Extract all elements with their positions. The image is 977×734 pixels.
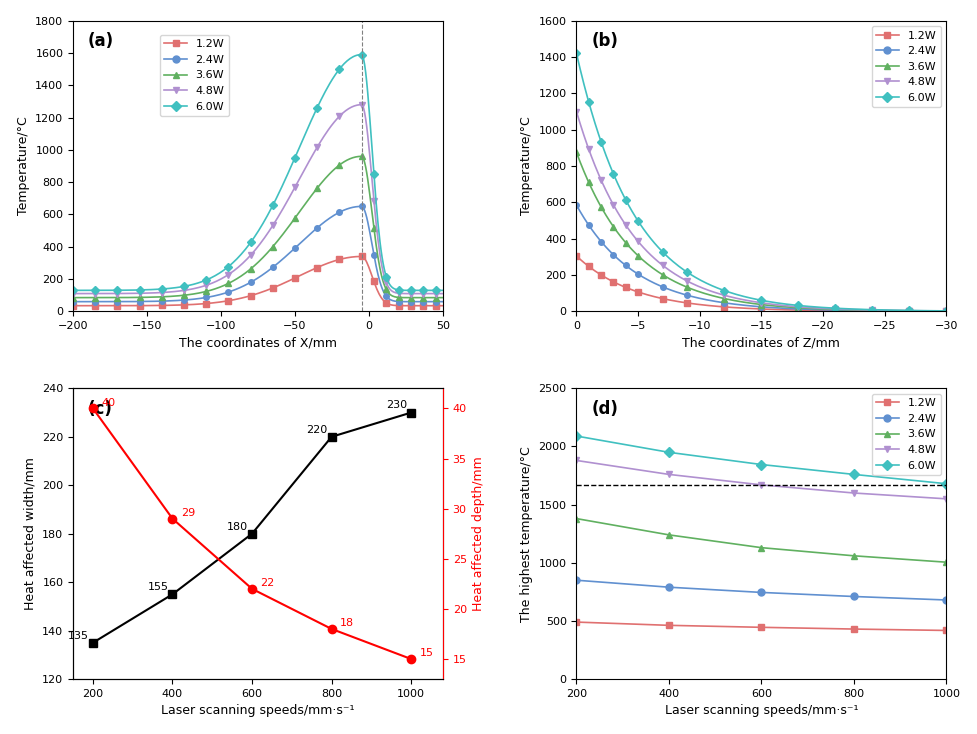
Legend: 1.2W, 2.4W, 3.6W, 4.8W, 6.0W: 1.2W, 2.4W, 3.6W, 4.8W, 6.0W bbox=[871, 26, 941, 107]
Text: 15: 15 bbox=[419, 648, 434, 658]
Text: 22: 22 bbox=[261, 578, 275, 588]
Legend: 1.2W, 2.4W, 3.6W, 4.8W, 6.0W: 1.2W, 2.4W, 3.6W, 4.8W, 6.0W bbox=[871, 394, 941, 475]
Y-axis label: Temperature/°C: Temperature/°C bbox=[520, 117, 533, 215]
Text: 180: 180 bbox=[227, 522, 248, 531]
Text: (c): (c) bbox=[88, 400, 112, 418]
Y-axis label: Heat affected width/mm: Heat affected width/mm bbox=[23, 457, 36, 610]
Text: 135: 135 bbox=[68, 631, 89, 641]
Text: (a): (a) bbox=[88, 32, 114, 51]
Text: 18: 18 bbox=[340, 618, 354, 628]
Y-axis label: Temperature/°C: Temperature/°C bbox=[17, 117, 29, 215]
Text: 155: 155 bbox=[148, 582, 168, 592]
X-axis label: Laser scanning speeds/mm·s⁻¹: Laser scanning speeds/mm·s⁻¹ bbox=[161, 705, 355, 717]
Text: (d): (d) bbox=[591, 400, 618, 418]
Text: (b): (b) bbox=[591, 32, 618, 51]
Text: 230: 230 bbox=[386, 401, 407, 410]
X-axis label: The coordinates of Z/mm: The coordinates of Z/mm bbox=[683, 337, 840, 349]
Y-axis label: Heat affected depth/mm: Heat affected depth/mm bbox=[472, 457, 486, 611]
Text: 220: 220 bbox=[307, 425, 328, 435]
Legend: 1.2W, 2.4W, 3.6W, 4.8W, 6.0W: 1.2W, 2.4W, 3.6W, 4.8W, 6.0W bbox=[160, 35, 229, 116]
Text: 29: 29 bbox=[181, 508, 195, 518]
X-axis label: The coordinates of X/mm: The coordinates of X/mm bbox=[179, 337, 337, 349]
Y-axis label: The highest temperature/°C: The highest temperature/°C bbox=[520, 446, 533, 622]
Text: 40: 40 bbox=[102, 398, 115, 407]
X-axis label: Laser scanning speeds/mm·s⁻¹: Laser scanning speeds/mm·s⁻¹ bbox=[664, 705, 858, 717]
